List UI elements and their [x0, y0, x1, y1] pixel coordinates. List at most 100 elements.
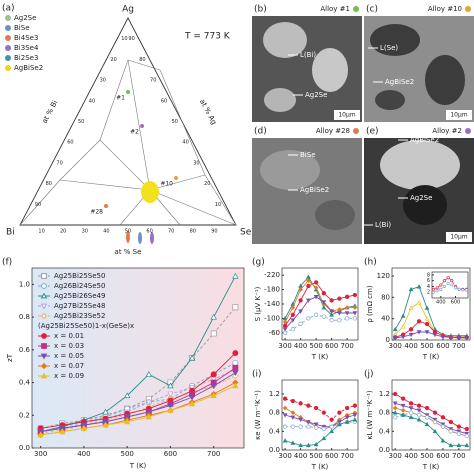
data-point — [290, 318, 296, 323]
legend-marker — [41, 283, 47, 289]
data-point — [298, 321, 303, 326]
y-tick-label: 4 — [427, 284, 430, 290]
data-point — [232, 370, 239, 377]
data-point — [400, 396, 406, 401]
data-point — [424, 415, 430, 420]
ternary-tick-label: 40 — [103, 229, 109, 235]
alloy-dot — [353, 6, 359, 12]
alloy-label: #28 — [90, 209, 103, 216]
y-tick-label: 40 — [381, 315, 390, 323]
x-tick-label: 500 — [120, 450, 133, 458]
legend-label: Ag26Bi24Se50 — [54, 282, 105, 290]
alloy-dot — [465, 128, 471, 134]
data-point — [408, 332, 414, 338]
data-point — [282, 323, 288, 328]
data-point — [336, 421, 342, 427]
legend-label: x = 0.09 — [54, 372, 84, 380]
data-point — [290, 398, 296, 404]
y-axis-label: κL (W m⁻¹K⁻¹) — [366, 390, 374, 440]
series-line — [284, 276, 355, 319]
data-point — [313, 422, 319, 427]
data-point — [352, 305, 358, 310]
vertex-label: Se — [240, 228, 252, 238]
data-point — [456, 442, 462, 448]
tail-region — [150, 232, 154, 244]
data-point — [352, 292, 358, 298]
y-tick-label: -100 — [264, 314, 280, 322]
ternary-tick-label: 60 — [161, 98, 167, 104]
ternary-tick-label: 80 — [139, 57, 145, 63]
series-line — [284, 414, 356, 428]
data-point — [408, 305, 414, 310]
data-point — [392, 410, 398, 415]
phase-label: BiSe — [300, 151, 316, 159]
panel-label: (f) — [2, 258, 12, 268]
plot-frame — [391, 267, 471, 341]
x-tick-label: 600 — [164, 450, 177, 458]
x-tick-label: 500 — [420, 452, 433, 460]
alloy-label: Alloy #1 — [320, 5, 350, 13]
ternary-tick-label: 40 — [89, 98, 95, 104]
data-point — [313, 295, 319, 300]
legend-marker — [5, 45, 11, 51]
data-point — [416, 403, 422, 408]
data-point — [416, 319, 422, 324]
data-point — [313, 441, 319, 447]
data-point — [329, 309, 335, 314]
series-line — [40, 375, 236, 434]
y-tick-label: 0.2 — [19, 411, 30, 419]
data-point — [282, 413, 288, 418]
ternary-tick-label: 60 — [146, 229, 152, 235]
data-point — [440, 335, 446, 340]
data-point — [313, 405, 319, 411]
data-point — [450, 283, 454, 287]
series-line — [395, 412, 467, 437]
legend-label: Ag25Bi25Se50 — [54, 272, 105, 280]
data-point — [448, 419, 454, 425]
legend-marker — [5, 35, 11, 41]
data-point — [392, 336, 398, 341]
data-point — [329, 318, 334, 323]
scale-bar-label: 10μm — [338, 112, 355, 119]
data-point — [232, 350, 239, 356]
data-point — [290, 327, 296, 332]
series-line — [40, 352, 236, 429]
series-line — [284, 407, 356, 430]
x-tick-label: 500 — [309, 452, 322, 460]
data-point — [432, 410, 438, 415]
data-point — [282, 330, 288, 335]
data-point — [313, 285, 319, 291]
axis-label: at % Se — [115, 248, 142, 256]
legend-marker — [40, 303, 48, 310]
data-point — [321, 300, 327, 305]
data-point — [329, 298, 334, 303]
scale-bg — [334, 110, 360, 120]
y-tick-label: 0.8 — [379, 409, 390, 417]
data-point — [321, 435, 327, 441]
series-line — [40, 385, 236, 436]
y-tick-label: 0 — [386, 336, 390, 344]
tail-region — [126, 231, 130, 243]
phase-label: Ag2Se — [305, 91, 327, 99]
data-point — [448, 442, 454, 448]
data-point — [290, 415, 296, 420]
series-line — [394, 302, 467, 338]
ternary-tick-label: 30 — [100, 78, 106, 84]
alloy-label: Alloy #10 — [428, 5, 462, 13]
legend-label: Ag27Bi25Se48 — [54, 302, 105, 310]
data-point — [290, 312, 296, 317]
series-line — [394, 286, 467, 337]
data-point — [448, 335, 454, 340]
y-tick-label: 120 — [377, 272, 390, 280]
x-tick-label: 700 — [452, 452, 465, 460]
series-line — [395, 412, 467, 446]
legend-marker — [40, 372, 48, 379]
data-point — [329, 428, 335, 434]
title-bar — [364, 2, 474, 16]
y-tick-label: -60 — [269, 329, 280, 337]
data-point — [344, 305, 350, 310]
ternary-tick-label: 20 — [60, 229, 66, 235]
legend-label: x = 0.01 — [54, 332, 84, 340]
phase-label: L(Bi) — [300, 51, 316, 59]
x-tick-label: 300 — [34, 450, 47, 458]
